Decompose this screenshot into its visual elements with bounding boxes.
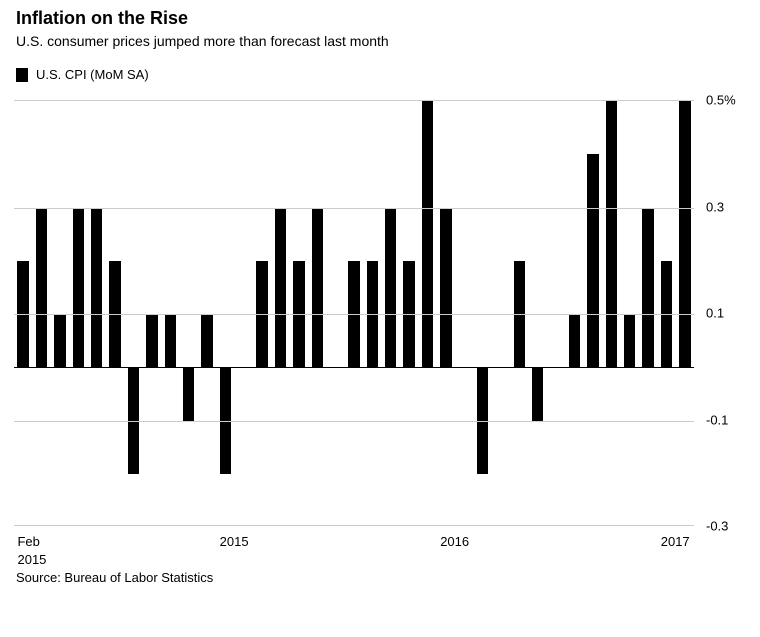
x-axis-label: 2017 [661, 534, 690, 549]
legend: U.S. CPI (MoM SA) [16, 67, 744, 82]
legend-swatch [16, 68, 28, 82]
x-axis-label: Feb [17, 534, 39, 549]
bar [569, 314, 580, 367]
bar [312, 208, 323, 368]
bar [679, 101, 690, 367]
plot-area [14, 100, 694, 526]
bar [624, 314, 635, 367]
chart-title: Inflation on the Rise [16, 8, 744, 29]
bar [36, 208, 47, 368]
y-axis-label: 0.5% [706, 93, 736, 108]
y-axis-label: -0.1 [706, 412, 728, 427]
gridline [14, 208, 694, 209]
y-axis-label: 0.3 [706, 199, 724, 214]
chart-subtitle: U.S. consumer prices jumped more than fo… [16, 33, 744, 49]
bar [54, 314, 65, 367]
bar [440, 208, 451, 368]
bar [606, 101, 617, 367]
y-axis-label: 0.1 [706, 306, 724, 321]
bar [275, 208, 286, 368]
bar [532, 367, 543, 420]
y-axis-label: -0.3 [706, 519, 728, 534]
zero-line [14, 367, 694, 368]
bar [91, 208, 102, 368]
bar [146, 314, 157, 367]
x-axis-label-sub: 2015 [17, 552, 46, 567]
gridline [14, 421, 694, 422]
bar [422, 101, 433, 367]
bar [385, 208, 396, 368]
gridline [14, 314, 694, 315]
bar [587, 154, 598, 367]
x-axis-label: 2016 [440, 534, 469, 549]
source-text: Source: Bureau of Labor Statistics [16, 570, 744, 585]
chart-area: 0.5%0.30.1-0.1-0.3Feb2015201520162017 [14, 100, 734, 540]
bar [183, 367, 194, 420]
legend-label: U.S. CPI (MoM SA) [36, 67, 149, 82]
x-axis-label: 2015 [220, 534, 249, 549]
bar [73, 208, 84, 368]
bar [642, 208, 653, 368]
bar [201, 314, 212, 367]
bar [165, 314, 176, 367]
